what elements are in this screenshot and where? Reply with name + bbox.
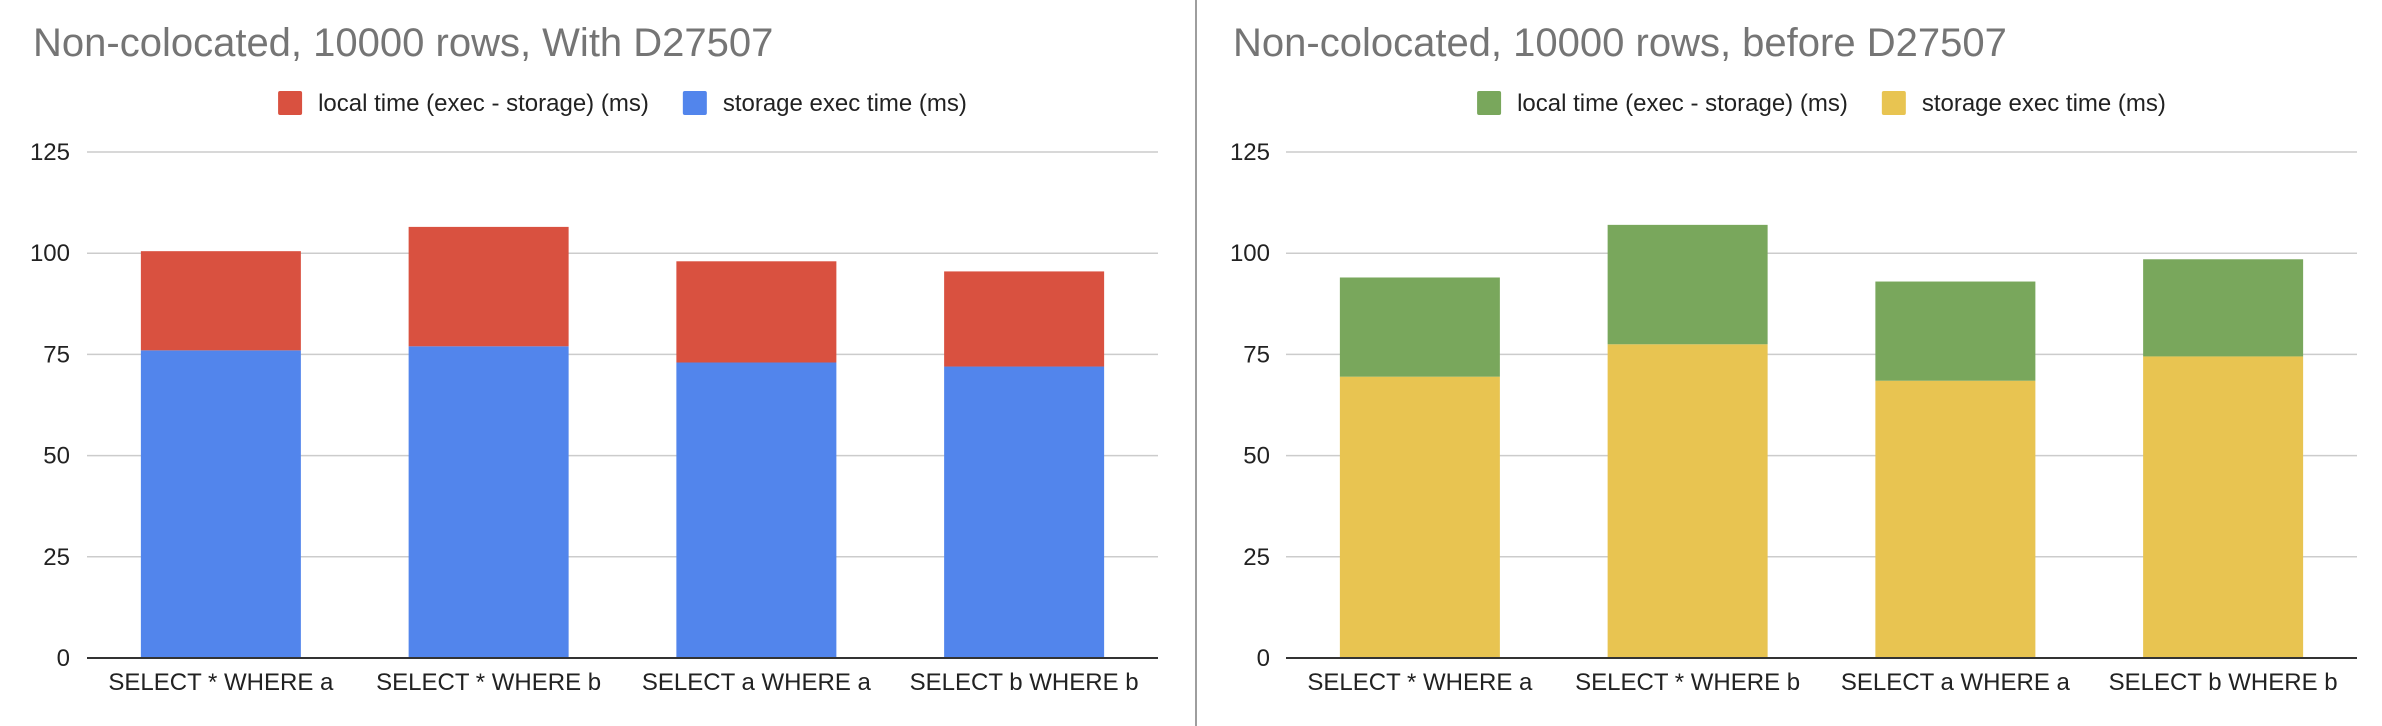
y-tick-label: 0 [1257,645,1270,672]
x-tick-label: SELECT * WHERE b [376,669,601,696]
legend-label-1: local time (exec - storage) (ms) [1517,90,1848,117]
x-tick-label: SELECT b WHERE b [910,669,1139,696]
x-tick-label: SELECT a WHERE a [642,669,872,696]
y-tick-label: 0 [57,645,70,672]
bar-segment [944,366,1105,658]
x-tick-label: SELECT * WHERE a [108,669,334,696]
bar-segment [408,346,569,658]
y-tick-label: 125 [1230,139,1270,166]
chart-title: Non-colocated, 10000 rows, With D27507 [33,21,773,65]
y-tick-label: 100 [1230,240,1270,267]
chart-panel-1: Non-colocated, 10000 rows, With D27507 lo… [30,21,1158,696]
bar-segment [1607,344,1768,658]
legend-label-1: local time (exec - storage) (ms) [318,90,649,117]
bar-segment [2143,259,2304,357]
legend-swatch-1 [278,91,303,115]
legend-label-2: storage exec time (ms) [1922,90,2166,117]
bar-segment [676,362,837,658]
legend-swatch-2 [682,91,707,115]
y-tick-label: 25 [1243,544,1270,571]
legend: local time (exec - storage) (ms) storage … [278,90,967,117]
chart-panel-2: Non-colocated, 10000 rows, before D27507… [1230,21,2357,696]
y-tick-label: 25 [43,544,70,571]
bar-segment [944,271,1105,367]
bar-segment [140,350,301,658]
y-tick-label: 75 [43,341,70,368]
x-tick-label: SELECT * WHERE b [1575,669,1800,696]
x-tick-label: SELECT * WHERE a [1307,669,1533,696]
bar-segment [1339,277,1500,377]
y-tick-label: 50 [43,443,70,470]
legend: local time (exec - storage) (ms) storage … [1477,90,2166,117]
bar-segment [1875,281,2036,381]
panel-divider [1195,0,1197,726]
chart-title: Non-colocated, 10000 rows, before D27507 [1233,21,2007,65]
bar-segment [140,251,301,351]
bar-segment [1607,224,1768,345]
y-tick-label: 75 [1243,341,1270,368]
bar-segment [1339,376,1500,658]
legend-swatch-2 [1881,91,1906,115]
y-tick-label: 125 [30,139,70,166]
bar-segment [1875,380,2036,658]
bar-segment [408,226,569,347]
legend-swatch-1 [1477,91,1502,115]
y-tick-label: 100 [30,240,70,267]
bar-segment [676,261,837,363]
x-tick-label: SELECT a WHERE a [1841,669,2071,696]
x-tick-label: SELECT b WHERE b [2109,669,2338,696]
bar-segment [2143,356,2304,658]
legend-label-2: storage exec time (ms) [723,90,967,117]
y-tick-label: 50 [1243,443,1270,470]
